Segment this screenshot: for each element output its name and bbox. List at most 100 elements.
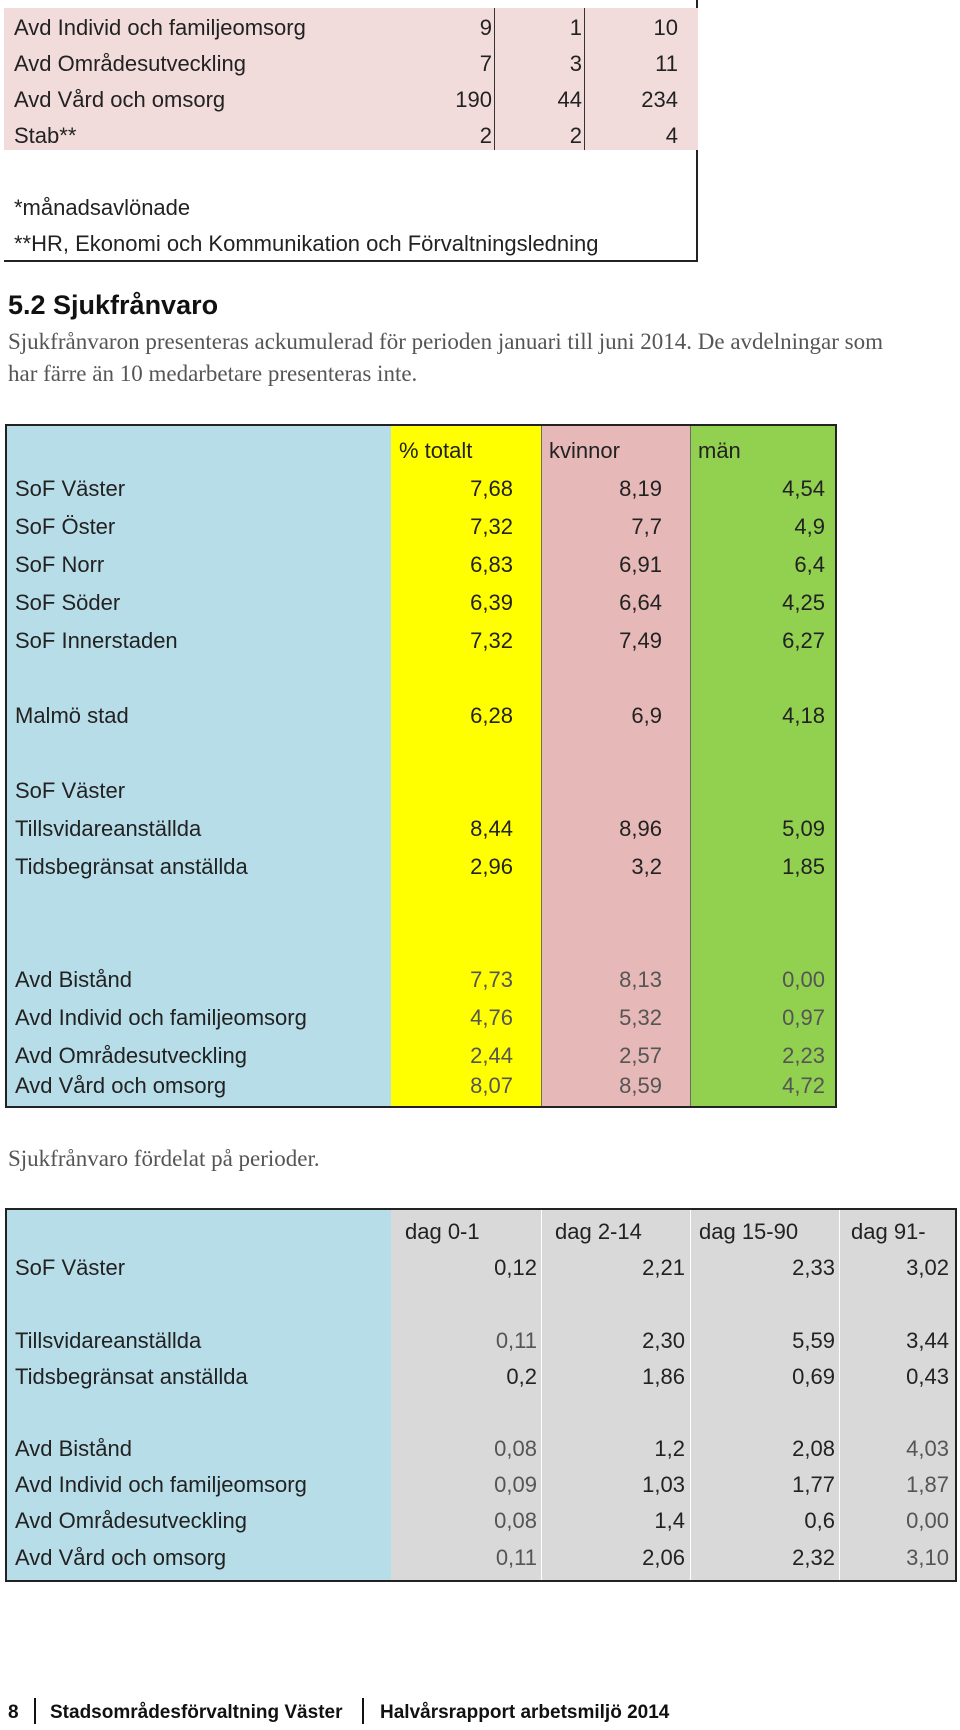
period-value: 2,21 bbox=[642, 1255, 685, 1280]
footer-divider bbox=[34, 1698, 36, 1724]
row-label: Tillsvidareanställda bbox=[15, 816, 202, 841]
table-header-row: dag 0-1 dag 2-14 dag 15-90 dag 91- bbox=[7, 1214, 955, 1250]
column-header: dag 0-1 bbox=[405, 1219, 480, 1244]
label-column bbox=[7, 1210, 391, 1580]
table-row: Avd Bistånd 0,08 1,2 2,08 4,03 bbox=[7, 1431, 955, 1467]
women-value: 6,64 bbox=[619, 590, 662, 615]
period-value: 0,09 bbox=[494, 1472, 537, 1497]
page-number: 8 bbox=[8, 1702, 19, 1723]
row-label: Tidsbegränsat anställda bbox=[15, 1364, 248, 1389]
table-row: Tidsbegränsat anställda 0,2 1,86 0,69 0,… bbox=[7, 1359, 955, 1395]
period-value: 2,30 bbox=[642, 1328, 685, 1353]
row-label: SoF Väster bbox=[15, 778, 126, 803]
period-value: 0,11 bbox=[495, 1328, 537, 1353]
column-divider bbox=[541, 426, 542, 1106]
table-row: Avd Vård och omsorg 0,11 2,06 2,32 3,10 bbox=[7, 1540, 955, 1576]
table-row: Avd Områdesutveckling 2,44 2,57 2,23 bbox=[7, 1037, 835, 1074]
period-table: dag 0-1 dag 2-14 dag 15-90 dag 91- SoF V… bbox=[5, 1208, 957, 1582]
women-value: 2,57 bbox=[619, 1043, 662, 1068]
row-label: Malmö stad bbox=[15, 703, 129, 728]
women-value: 8,13 bbox=[619, 967, 662, 992]
footnote: **HR, Ekonomi och Kommunikation och Förv… bbox=[14, 231, 599, 256]
cell-value: 4 bbox=[665, 123, 678, 148]
period-value: 5,59 bbox=[792, 1328, 835, 1353]
cell-value: 2 bbox=[569, 123, 582, 148]
women-column bbox=[541, 426, 690, 1106]
period-value: 1,77 bbox=[792, 1472, 835, 1497]
period-value: 0,00 bbox=[906, 1508, 949, 1533]
period-value: 1,03 bbox=[642, 1472, 685, 1497]
total-value: 7,73 bbox=[470, 967, 513, 992]
period-value: 2,32 bbox=[792, 1545, 835, 1570]
total-column bbox=[391, 426, 541, 1106]
column-divider bbox=[690, 426, 691, 1106]
row-label: Avd Vård och omsorg bbox=[15, 1545, 227, 1570]
column-divider bbox=[690, 1210, 691, 1580]
sick-leave-table: % totalt kvinnor män SoF Väster 7,68 8,1… bbox=[5, 424, 837, 1108]
row-label: Tillsvidareanställda bbox=[15, 1328, 202, 1353]
section-title: 5.2 Sjukfrånvaro bbox=[8, 290, 219, 320]
column-header: dag 2-14 bbox=[555, 1219, 642, 1244]
cell-value: 1 bbox=[569, 15, 582, 40]
staff-table: Avd Individ och familjeomsorg 9 1 10 Avd… bbox=[4, 0, 698, 262]
women-value: 3,2 bbox=[631, 854, 662, 879]
footer-org: Stadsområdesförvaltning Väster bbox=[50, 1702, 343, 1723]
table-row: Avd Individ och familjeomsorg 4,76 5,32 … bbox=[7, 999, 835, 1036]
total-value: 7,32 bbox=[470, 514, 513, 539]
table-row: Tillsvidareanställda 8,44 8,96 5,09 bbox=[7, 810, 835, 847]
row-label: Stab** bbox=[14, 123, 77, 148]
women-value: 6,9 bbox=[631, 703, 662, 728]
row-label: Avd Områdesutveckling bbox=[15, 1508, 247, 1533]
women-value: 7,7 bbox=[631, 514, 662, 539]
cell-value: 11 bbox=[655, 51, 678, 76]
total-value: 8,44 bbox=[470, 816, 513, 841]
column-header: dag 91- bbox=[851, 1219, 926, 1244]
column-header: % totalt bbox=[399, 438, 473, 463]
table-row: Tidsbegränsat anställda 2,96 3,2 1,85 bbox=[7, 848, 835, 885]
table-row: Avd Vård och omsorg 190 44 234 bbox=[4, 82, 698, 118]
men-value: 4,18 bbox=[782, 703, 825, 728]
table-row: Avd Områdesutveckling 7 3 11 bbox=[4, 46, 698, 82]
table-row: SoF Söder 6,39 6,64 4,25 bbox=[7, 584, 835, 621]
column-divider bbox=[494, 8, 495, 150]
table-row: SoF Väster 0,12 2,21 2,33 3,02 bbox=[7, 1250, 955, 1286]
row-label: SoF Väster bbox=[15, 1255, 126, 1280]
period-value: 0,11 bbox=[495, 1545, 537, 1570]
men-column bbox=[690, 426, 835, 1106]
row-label: Avd Områdesutveckling bbox=[15, 1043, 247, 1068]
period-value: 0,6 bbox=[804, 1508, 835, 1533]
table-row: Stab** 2 2 4 bbox=[4, 118, 698, 154]
period-value: 0,2 bbox=[506, 1364, 537, 1389]
footer-report: Halvårsrapport arbetsmiljö 2014 bbox=[380, 1702, 670, 1723]
period-value: 0,08 bbox=[494, 1508, 537, 1533]
period-value: 1,86 bbox=[642, 1364, 685, 1389]
row-label: Avd Bistånd bbox=[15, 1436, 133, 1461]
cell-value: 9 bbox=[479, 15, 492, 40]
men-value: 1,85 bbox=[782, 854, 825, 879]
table-row: SoF Norr 6,83 6,91 6,4 bbox=[7, 546, 835, 583]
period-value: 0,08 bbox=[494, 1436, 537, 1461]
period-value: 1,87 bbox=[906, 1472, 949, 1497]
period-value: 2,08 bbox=[792, 1436, 835, 1461]
period-value: 0,69 bbox=[792, 1364, 835, 1389]
column-header: män bbox=[698, 438, 741, 463]
table-row: SoF Väster bbox=[7, 772, 835, 809]
total-value: 6,83 bbox=[470, 552, 513, 577]
cell-value: 234 bbox=[641, 87, 678, 112]
row-label: SoF Väster bbox=[15, 476, 126, 501]
men-value: 2,23 bbox=[782, 1043, 825, 1068]
total-value: 6,39 bbox=[470, 590, 513, 615]
cell-value: 7 bbox=[479, 51, 492, 76]
table-row: Tillsvidareanställda 0,11 2,30 5,59 3,44 bbox=[7, 1323, 955, 1359]
period-value: 1,2 bbox=[654, 1436, 685, 1461]
total-value: 2,96 bbox=[470, 854, 513, 879]
column-header: dag 15-90 bbox=[699, 1219, 799, 1244]
period-value: 0,43 bbox=[906, 1364, 949, 1389]
column-divider bbox=[541, 1210, 542, 1580]
table-row: SoF Öster 7,32 7,7 4,9 bbox=[7, 508, 835, 545]
label-column bbox=[7, 426, 391, 1106]
men-value: 6,27 bbox=[782, 628, 825, 653]
cell-value: 10 bbox=[653, 15, 678, 40]
page-footer: 8 bbox=[8, 1702, 19, 1724]
period-value: 4,03 bbox=[906, 1436, 949, 1461]
